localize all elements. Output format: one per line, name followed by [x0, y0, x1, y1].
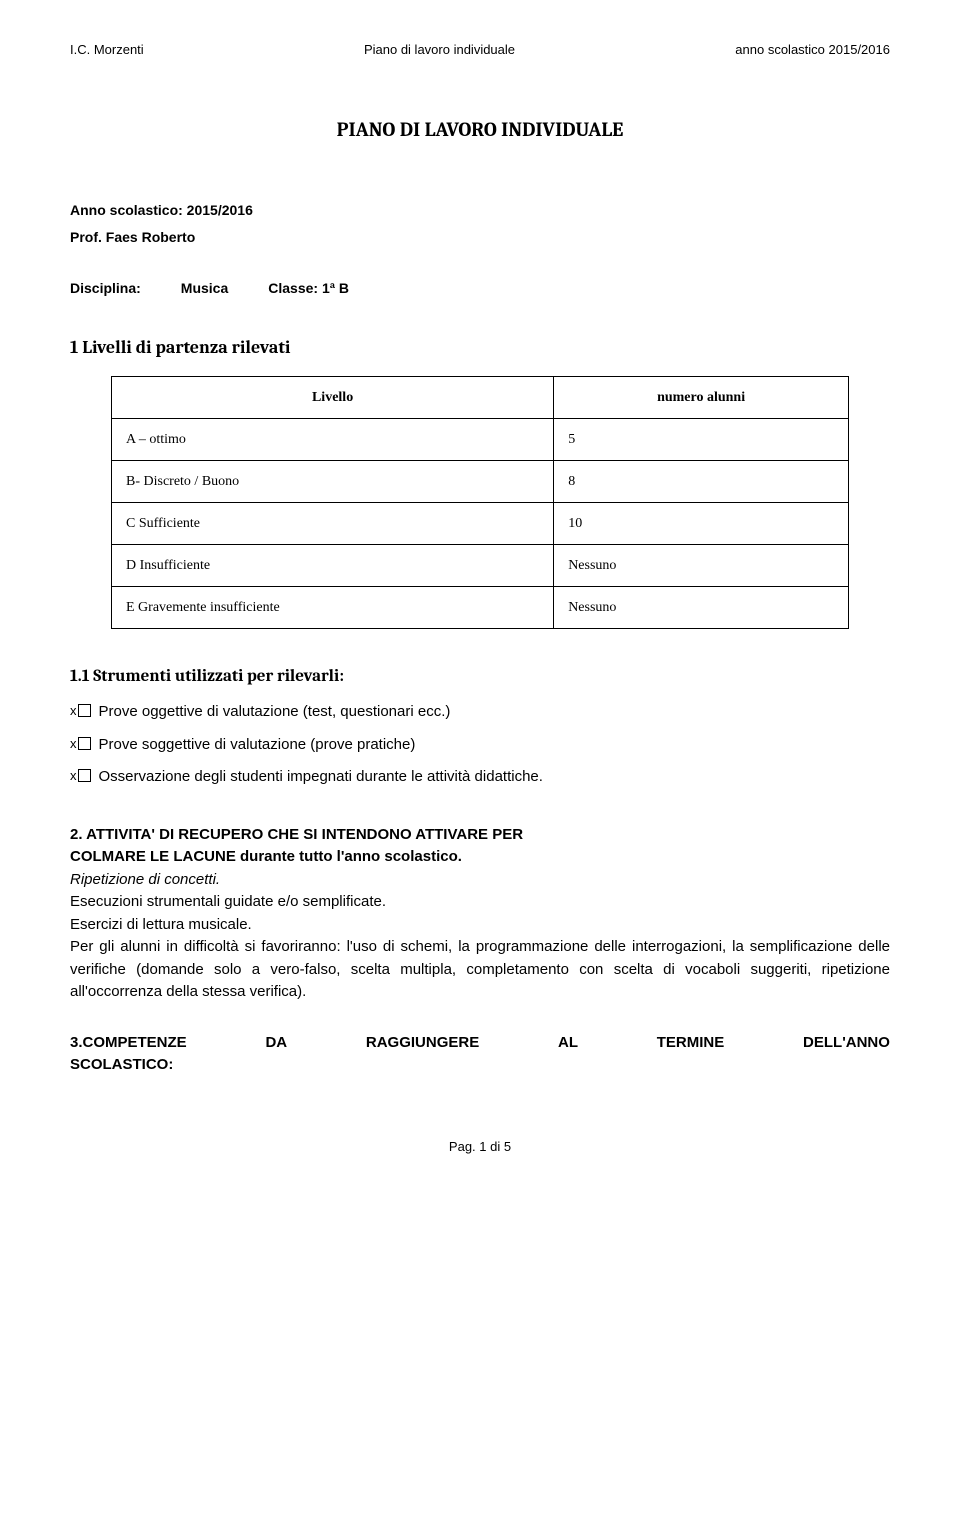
- classe-label: Classe: 1ª B: [268, 278, 349, 299]
- level-label: B- Discreto / Buono: [112, 460, 554, 502]
- anno-scolastico: Anno scolastico: 2015/2016: [70, 200, 890, 221]
- checkbox-marker: x: [70, 734, 91, 754]
- discipline-row: Disciplina: Musica Classe: 1ª B: [70, 278, 890, 299]
- level-label: E Gravemente insufficiente: [112, 586, 554, 628]
- table-header-row: Livello numero alunni: [112, 376, 849, 418]
- section-1-1-heading: 1.1 Strumenti utilizzati per rilevarli:: [70, 664, 890, 690]
- header-center: Piano di lavoro individuale: [364, 40, 515, 60]
- level-value: 10: [554, 502, 849, 544]
- checkbox-marker: x: [70, 766, 91, 786]
- level-label: A – ottimo: [112, 418, 554, 460]
- checkbox-label: Prove soggettive di valutazione (prove p…: [99, 734, 416, 757]
- level-value: 5: [554, 418, 849, 460]
- s3-word: AL: [558, 1032, 578, 1055]
- section-2-title-line2: COLMARE LE LACUNE durante tutto l'anno s…: [70, 848, 462, 865]
- table-row: E Gravemente insufficiente Nessuno: [112, 586, 849, 628]
- section-2-italic: Ripetizione di concetti.: [70, 871, 220, 888]
- section-3-title-line2: SCOLASTICO:: [70, 1054, 890, 1077]
- checkbox-item: x Prove oggettive di valutazione (test, …: [70, 701, 890, 724]
- table-row: B- Discreto / Buono 8: [112, 460, 849, 502]
- level-value: 8: [554, 460, 849, 502]
- section-2-title-line1: 2. ATTIVITA' DI RECUPERO CHE SI INTENDON…: [70, 826, 523, 843]
- checkbox-item: x Osservazione degli studenti impegnati …: [70, 766, 890, 789]
- table-row: C Sufficiente 10: [112, 502, 849, 544]
- checkbox-label: Osservazione degli studenti impegnati du…: [99, 766, 543, 789]
- s3-word: DA: [265, 1032, 287, 1055]
- disciplina-value: Musica: [181, 278, 228, 299]
- header-right: anno scolastico 2015/2016: [735, 40, 890, 60]
- header-left: I.C. Morzenti: [70, 40, 144, 60]
- level-label: C Sufficiente: [112, 502, 554, 544]
- s3-word: RAGGIUNGERE: [366, 1032, 479, 1055]
- section-3-title-line1: 3.COMPETENZE DA RAGGIUNGERE AL TERMINE D…: [70, 1032, 890, 1055]
- s3-word: DELL'ANNO: [803, 1032, 890, 1055]
- col-livello-header: Livello: [112, 376, 554, 418]
- levels-table: Livello numero alunni A – ottimo 5 B- Di…: [111, 376, 849, 629]
- professor-name: Prof. Faes Roberto: [70, 227, 890, 248]
- section-2-title: 2. ATTIVITA' DI RECUPERO CHE SI INTENDON…: [70, 824, 890, 869]
- page-header: I.C. Morzenti Piano di lavoro individual…: [70, 40, 890, 60]
- checkbox-marker: x: [70, 701, 91, 721]
- disciplina-label: Disciplina:: [70, 278, 141, 299]
- checkbox-item: x Prove soggettive di valutazione (prove…: [70, 734, 890, 757]
- page-footer: Pag. 1 di 5: [70, 1137, 890, 1157]
- document-title: PIANO DI LAVORO INDIVIDUALE: [70, 115, 890, 145]
- checkbox-label: Prove oggettive di valutazione (test, qu…: [99, 701, 451, 724]
- section-2-body: Ripetizione di concetti. Esecuzioni stru…: [70, 869, 890, 1004]
- section-1-heading: 1 Livelli di partenza rilevati: [70, 334, 890, 361]
- col-numero-header: numero alunni: [554, 376, 849, 418]
- table-row: D Insufficiente Nessuno: [112, 544, 849, 586]
- level-value: Nessuno: [554, 586, 849, 628]
- s3-word: TERMINE: [657, 1032, 725, 1055]
- section-2-text: Esecuzioni strumentali guidate e/o sempl…: [70, 893, 890, 1000]
- level-value: Nessuno: [554, 544, 849, 586]
- s3-word: 3.COMPETENZE: [70, 1032, 187, 1055]
- table-row: A – ottimo 5: [112, 418, 849, 460]
- level-label: D Insufficiente: [112, 544, 554, 586]
